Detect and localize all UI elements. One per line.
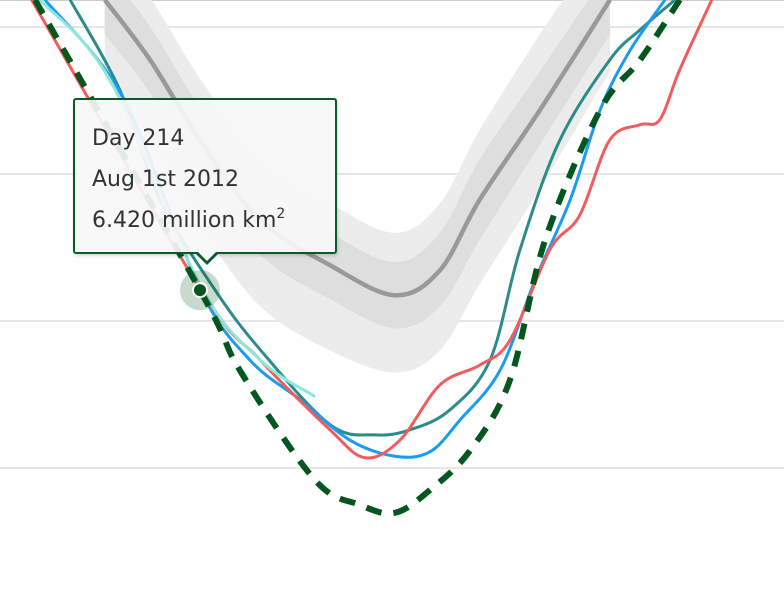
highlight-point <box>192 282 208 299</box>
tooltip: Day 214 Aug 1st 2012 6.420 million km2 <box>73 98 337 265</box>
tooltip-value-line: 6.420 million km2 <box>92 200 335 241</box>
tooltip-day: Day 214 <box>92 126 185 151</box>
tooltip-unit-superscript: 2 <box>276 206 286 222</box>
series-line-2012 <box>32 0 683 517</box>
series-line-cyan <box>38 0 317 398</box>
tooltip-value: 6.420 million km <box>92 208 277 233</box>
tooltip-date: Aug 1st 2012 <box>92 167 240 192</box>
tooltip-pointer <box>195 251 219 265</box>
